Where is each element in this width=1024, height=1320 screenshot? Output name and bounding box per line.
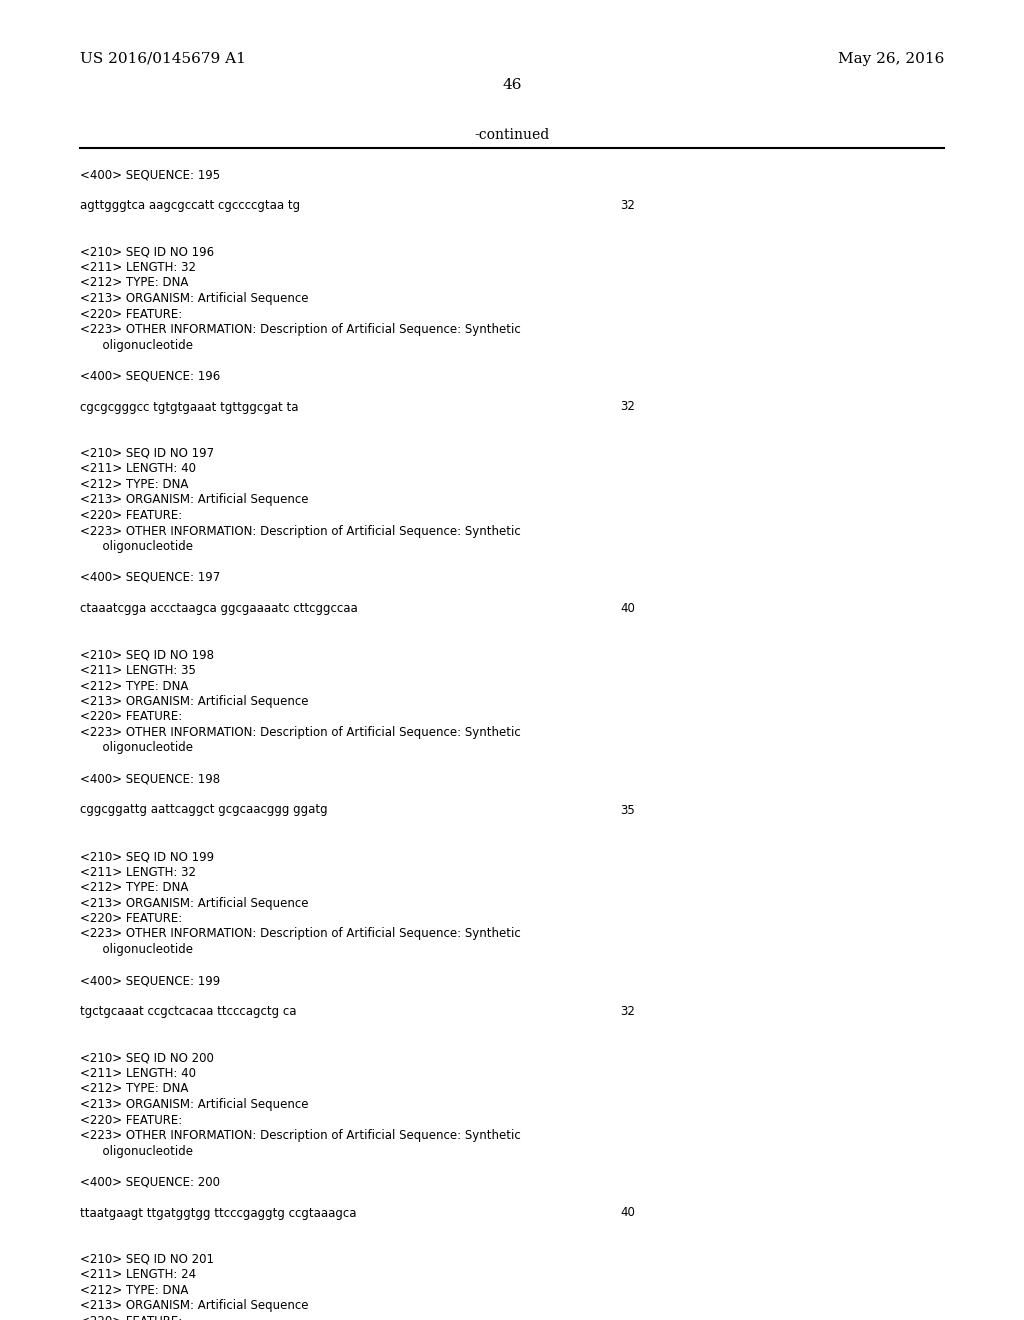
Text: <211> LENGTH: 32: <211> LENGTH: 32 [80,261,196,275]
Text: <210> SEQ ID NO 198: <210> SEQ ID NO 198 [80,648,214,661]
Text: <223> OTHER INFORMATION: Description of Artificial Sequence: Synthetic: <223> OTHER INFORMATION: Description of … [80,726,521,739]
Text: <211> LENGTH: 40: <211> LENGTH: 40 [80,462,196,475]
Text: <212> TYPE: DNA: <212> TYPE: DNA [80,1082,188,1096]
Text: oligonucleotide: oligonucleotide [80,1144,193,1158]
Text: <223> OTHER INFORMATION: Description of Artificial Sequence: Synthetic: <223> OTHER INFORMATION: Description of … [80,1129,521,1142]
Text: <210> SEQ ID NO 197: <210> SEQ ID NO 197 [80,447,214,459]
Text: ctaaatcgga accctaagca ggcgaaaatc cttcggccaa: ctaaatcgga accctaagca ggcgaaaatc cttcggc… [80,602,357,615]
Text: <212> TYPE: DNA: <212> TYPE: DNA [80,680,188,693]
Text: <220> FEATURE:: <220> FEATURE: [80,912,182,925]
Text: <213> ORGANISM: Artificial Sequence: <213> ORGANISM: Artificial Sequence [80,494,308,507]
Text: <400> SEQUENCE: 196: <400> SEQUENCE: 196 [80,370,220,383]
Text: <211> LENGTH: 24: <211> LENGTH: 24 [80,1269,197,1282]
Text: 46: 46 [502,78,522,92]
Text: <223> OTHER INFORMATION: Description of Artificial Sequence: Synthetic: <223> OTHER INFORMATION: Description of … [80,323,521,337]
Text: <213> ORGANISM: Artificial Sequence: <213> ORGANISM: Artificial Sequence [80,1299,308,1312]
Text: oligonucleotide: oligonucleotide [80,742,193,755]
Text: <400> SEQUENCE: 195: <400> SEQUENCE: 195 [80,168,220,181]
Text: cgcgcgggcc tgtgtgaaat tgttggcgat ta: cgcgcgggcc tgtgtgaaat tgttggcgat ta [80,400,299,413]
Text: <212> TYPE: DNA: <212> TYPE: DNA [80,880,188,894]
Text: <211> LENGTH: 40: <211> LENGTH: 40 [80,1067,196,1080]
Text: <400> SEQUENCE: 200: <400> SEQUENCE: 200 [80,1176,220,1188]
Text: <220> FEATURE:: <220> FEATURE: [80,1114,182,1126]
Text: 32: 32 [620,400,635,413]
Text: <223> OTHER INFORMATION: Description of Artificial Sequence: Synthetic: <223> OTHER INFORMATION: Description of … [80,524,521,537]
Text: <220> FEATURE:: <220> FEATURE: [80,510,182,521]
Text: <210> SEQ ID NO 201: <210> SEQ ID NO 201 [80,1253,214,1266]
Text: <212> TYPE: DNA: <212> TYPE: DNA [80,276,188,289]
Text: <213> ORGANISM: Artificial Sequence: <213> ORGANISM: Artificial Sequence [80,1098,308,1111]
Text: 32: 32 [620,1005,635,1018]
Text: <212> TYPE: DNA: <212> TYPE: DNA [80,478,188,491]
Text: <400> SEQUENCE: 198: <400> SEQUENCE: 198 [80,772,220,785]
Text: <400> SEQUENCE: 197: <400> SEQUENCE: 197 [80,572,220,583]
Text: <213> ORGANISM: Artificial Sequence: <213> ORGANISM: Artificial Sequence [80,696,308,708]
Text: agttgggtca aagcgccatt cgccccgtaa tg: agttgggtca aagcgccatt cgccccgtaa tg [80,199,300,213]
Text: <210> SEQ ID NO 199: <210> SEQ ID NO 199 [80,850,214,863]
Text: 40: 40 [620,1206,635,1220]
Text: <223> OTHER INFORMATION: Description of Artificial Sequence: Synthetic: <223> OTHER INFORMATION: Description of … [80,928,521,940]
Text: 40: 40 [620,602,635,615]
Text: -continued: -continued [474,128,550,143]
Text: <210> SEQ ID NO 196: <210> SEQ ID NO 196 [80,246,214,259]
Text: cggcggattg aattcaggct gcgcaacggg ggatg: cggcggattg aattcaggct gcgcaacggg ggatg [80,804,328,817]
Text: <213> ORGANISM: Artificial Sequence: <213> ORGANISM: Artificial Sequence [80,896,308,909]
Text: ttaatgaagt ttgatggtgg ttcccgaggtg ccgtaaagca: ttaatgaagt ttgatggtgg ttcccgaggtg ccgtaa… [80,1206,356,1220]
Text: 32: 32 [620,199,635,213]
Text: <220> FEATURE:: <220> FEATURE: [80,1315,182,1320]
Text: 35: 35 [620,804,635,817]
Text: <400> SEQUENCE: 199: <400> SEQUENCE: 199 [80,974,220,987]
Text: tgctgcaaat ccgctcacaa ttcccagctg ca: tgctgcaaat ccgctcacaa ttcccagctg ca [80,1005,297,1018]
Text: <210> SEQ ID NO 200: <210> SEQ ID NO 200 [80,1052,214,1064]
Text: <212> TYPE: DNA: <212> TYPE: DNA [80,1284,188,1298]
Text: oligonucleotide: oligonucleotide [80,338,193,351]
Text: <211> LENGTH: 32: <211> LENGTH: 32 [80,866,196,879]
Text: oligonucleotide: oligonucleotide [80,540,193,553]
Text: US 2016/0145679 A1: US 2016/0145679 A1 [80,51,246,66]
Text: <211> LENGTH: 35: <211> LENGTH: 35 [80,664,196,677]
Text: <213> ORGANISM: Artificial Sequence: <213> ORGANISM: Artificial Sequence [80,292,308,305]
Text: May 26, 2016: May 26, 2016 [838,51,944,66]
Text: <220> FEATURE:: <220> FEATURE: [80,710,182,723]
Text: <220> FEATURE:: <220> FEATURE: [80,308,182,321]
Text: oligonucleotide: oligonucleotide [80,942,193,956]
